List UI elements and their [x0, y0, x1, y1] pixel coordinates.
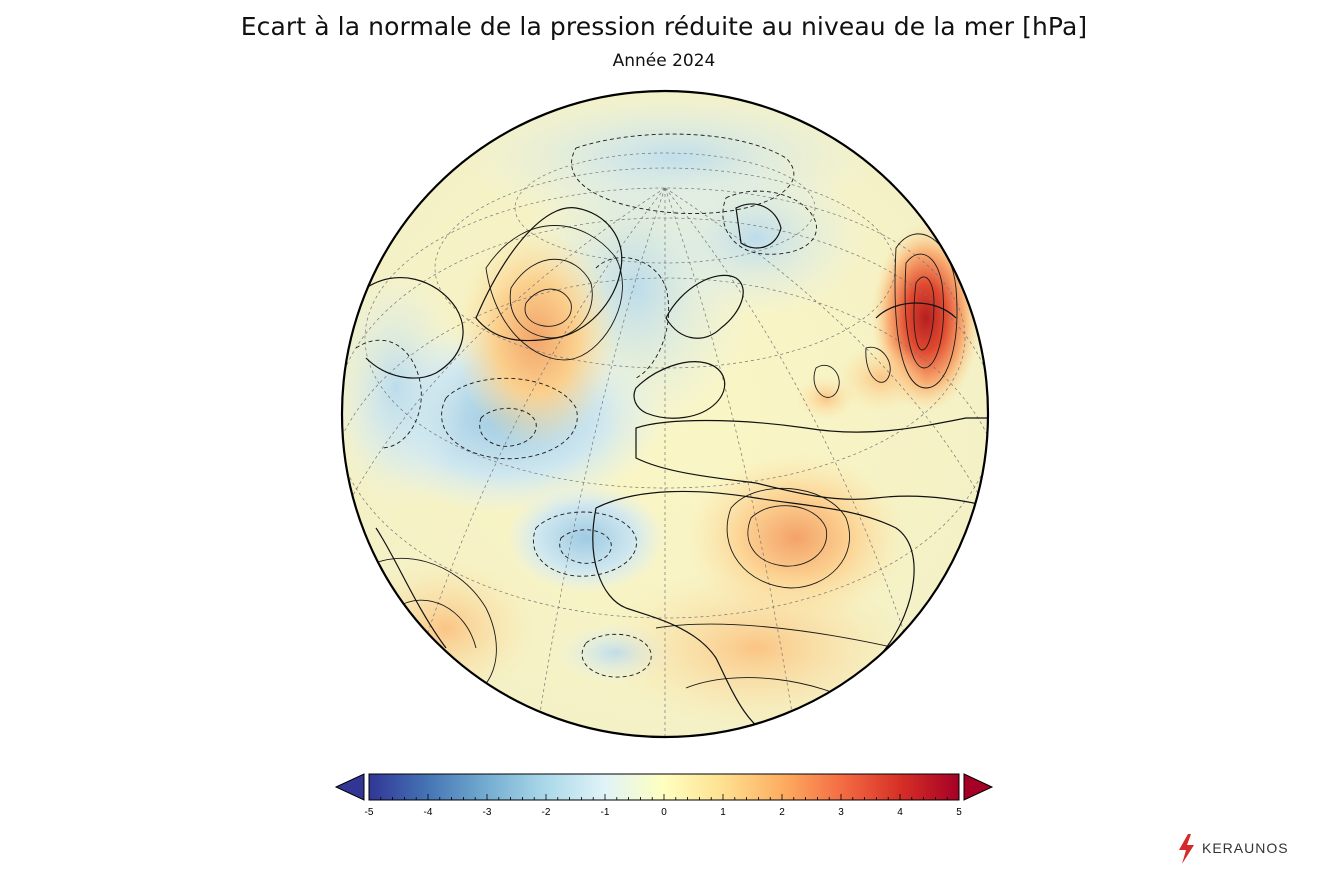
colorbar-tick-label: 4	[897, 807, 903, 818]
colorbar-tick-label: -2	[542, 807, 551, 818]
keraunos-logo: KERAUNOS	[1174, 834, 1304, 866]
globe-outline	[340, 89, 990, 739]
colorbar-tick-label: 3	[838, 807, 844, 818]
negative-contour-lines	[355, 133, 817, 678]
colorbar-tick-label: -1	[601, 807, 610, 818]
lightning-bolt-icon	[1179, 834, 1194, 864]
colorbar-over-arrow	[963, 773, 994, 801]
colorbar-under-arrow	[334, 773, 365, 801]
colorbar-tick-label: 0	[661, 807, 667, 818]
colorbar-tick-label: -3	[483, 807, 492, 818]
brand-name: KERAUNOS	[1202, 840, 1289, 856]
colorbar: -5 -4 -3 -2 -1 0 1 2 3 4 5	[334, 773, 994, 818]
globe-map	[340, 89, 990, 739]
contour-lines	[365, 225, 958, 709]
colorbar-tick-label: 1	[720, 807, 726, 818]
chart-subtitle: Année 2024	[612, 51, 716, 71]
colorbar-tick-label: -4	[424, 807, 433, 818]
graticule	[342, 152, 988, 737]
colorbar-tick-label: 5	[956, 807, 962, 818]
chart-title: Ecart à la normale de la pression réduit…	[240, 12, 1088, 41]
colorbar-tick-label: -5	[365, 807, 374, 818]
colorbar-tick-label: 2	[779, 807, 785, 818]
